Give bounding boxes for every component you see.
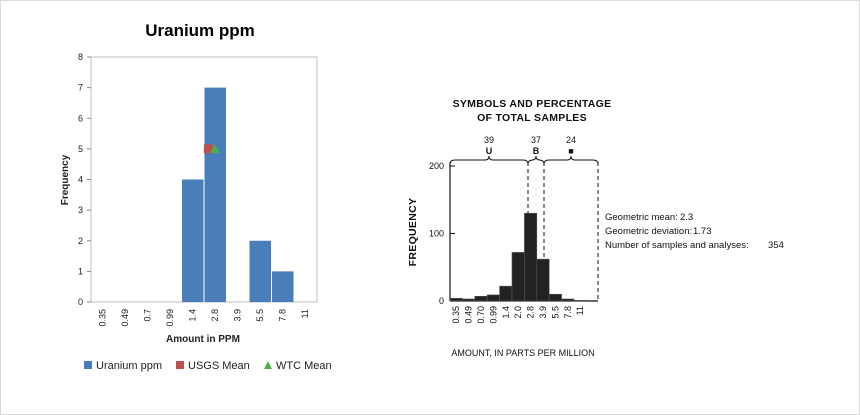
legend-label: USGS Mean xyxy=(188,360,250,372)
left-bars xyxy=(182,87,294,302)
left-y-tick-label: 8 xyxy=(78,52,83,62)
left-x-tick-label: 5.5 xyxy=(255,309,265,322)
legend-swatch xyxy=(264,361,272,369)
right-bar xyxy=(449,297,463,302)
right-y-tick-label: 0 xyxy=(439,296,444,306)
right-bar xyxy=(548,293,562,302)
left-y-tick-label: 7 xyxy=(78,83,83,93)
right-bar xyxy=(511,252,525,302)
group-symbol: B xyxy=(533,146,540,156)
left-y-tick-label: 4 xyxy=(78,175,83,185)
wtc-mean-marker xyxy=(209,143,220,153)
right-percentages: 39U 37B 24■ xyxy=(484,135,576,156)
right-bar xyxy=(536,258,550,302)
left-x-tick-label: 2.8 xyxy=(210,309,220,322)
right-x-tick-label: 3.9 xyxy=(538,306,548,319)
right-bar xyxy=(573,300,587,302)
right-x-tick-label: 5.5 xyxy=(550,306,560,319)
group-brace xyxy=(449,155,529,165)
usgs-mean-marker xyxy=(203,144,213,154)
left-bar xyxy=(249,240,271,302)
right-x-axis-label: AMOUNT, IN PARTS PER MILLION xyxy=(451,348,594,358)
left-chart: Uranium ppm 0 1 2 3 4 5 6 7 8 0.35 0.49 0.7 0.99 1.4… xyxy=(60,21,332,372)
left-y-tick-label: 3 xyxy=(78,205,83,215)
left-x-tick-label: 11 xyxy=(300,309,310,318)
right-title-line-1: SYMBOLS AND PERCENTAGE xyxy=(453,98,612,110)
right-x-tick-label: 1.4 xyxy=(501,306,511,319)
right-x-tick-label: 2.8 xyxy=(526,306,536,319)
left-x-tick-label: 7.8 xyxy=(277,309,287,322)
left-y-tick-label: 5 xyxy=(78,144,83,154)
left-x-tick-label: 0.35 xyxy=(97,309,107,327)
group-symbol: ■ xyxy=(568,146,573,156)
right-x-ticks: 0.35 0.49 0.70 0.99 1.4 2.0 2.8 3.9 5.5 7.8 11 xyxy=(451,306,585,324)
left-x-tick-label: 0.49 xyxy=(120,309,130,327)
left-markers xyxy=(203,143,220,154)
stat-value: 2.3 xyxy=(680,212,693,223)
left-plot-area xyxy=(90,56,318,303)
right-stats: Geometric mean: 2.3 Geometric deviation: 1.… xyxy=(605,212,784,251)
left-x-tick-label: 3.9 xyxy=(232,309,242,322)
left-x-tick-label: 0.7 xyxy=(142,309,152,322)
left-y-tick-label: 2 xyxy=(78,236,83,246)
stat-value: 354 xyxy=(768,240,784,251)
left-y-tick-label: 0 xyxy=(78,297,83,307)
left-chart-title: Uranium ppm xyxy=(145,21,255,40)
right-x-tick-label: 2.0 xyxy=(513,306,523,319)
group-percentage: 37 xyxy=(531,135,541,145)
legend-swatch xyxy=(176,361,184,369)
group-percentage: 39 xyxy=(484,135,494,145)
left-x-tick-label: 1.4 xyxy=(187,309,197,322)
right-bar xyxy=(474,295,488,302)
left-x-ticks: 0.35 0.49 0.7 0.99 1.4 2.8 3.9 5.5 7.8 11 xyxy=(97,309,310,327)
group-percentage: 24 xyxy=(566,135,576,145)
right-bar xyxy=(499,285,513,302)
left-bar xyxy=(182,179,204,302)
left-legend: Uranium ppm USGS Mean WTC Mean xyxy=(84,360,332,372)
right-bar xyxy=(561,298,575,302)
left-y-tick-label: 1 xyxy=(78,266,83,276)
legend-swatch xyxy=(84,361,92,369)
right-x-tick-label: 0.49 xyxy=(464,306,474,324)
right-title-line-2: OF TOTAL SAMPLES xyxy=(477,112,587,124)
group-brace xyxy=(543,155,599,165)
legend-label: Uranium ppm xyxy=(96,360,162,372)
left-bar xyxy=(204,87,226,302)
left-x-axis-label: Amount in PPM xyxy=(166,334,240,345)
left-bar xyxy=(272,271,294,302)
right-y-tick-label: 100 xyxy=(429,229,444,239)
stat-label: Number of samples and analyses: xyxy=(605,240,749,251)
stat-label: Geometric deviation: xyxy=(605,226,692,237)
right-y-ticks: 0 100 200 xyxy=(429,161,455,306)
left-y-tick-label: 6 xyxy=(78,113,83,123)
right-bar xyxy=(524,212,538,302)
left-x-tick-label: 0.99 xyxy=(165,309,175,327)
right-x-tick-label: 7.8 xyxy=(563,306,573,319)
right-x-tick-label: 0.70 xyxy=(476,306,486,324)
right-bars xyxy=(449,212,587,302)
stat-label: Geometric mean: xyxy=(605,212,678,223)
right-y-tick-label: 200 xyxy=(429,161,444,171)
group-brace xyxy=(527,155,545,165)
stat-value: 1.73 xyxy=(693,226,712,237)
right-x-tick-label: 11 xyxy=(575,306,585,315)
right-chart: SYMBOLS AND PERCENTAGE OF TOTAL SAMPLES … xyxy=(407,98,784,358)
right-y-axis-label: FREQUENCY xyxy=(407,198,419,267)
right-bar xyxy=(486,294,500,302)
right-x-tick-label: 0.35 xyxy=(451,306,461,324)
right-bar xyxy=(462,298,476,302)
right-x-tick-label: 0.99 xyxy=(488,306,498,324)
left-y-ticks: 0 1 2 3 4 5 6 7 8 xyxy=(78,52,91,307)
group-symbol: U xyxy=(486,146,493,156)
legend-label: WTC Mean xyxy=(276,360,332,372)
left-y-axis-label: Frequency xyxy=(60,154,71,205)
